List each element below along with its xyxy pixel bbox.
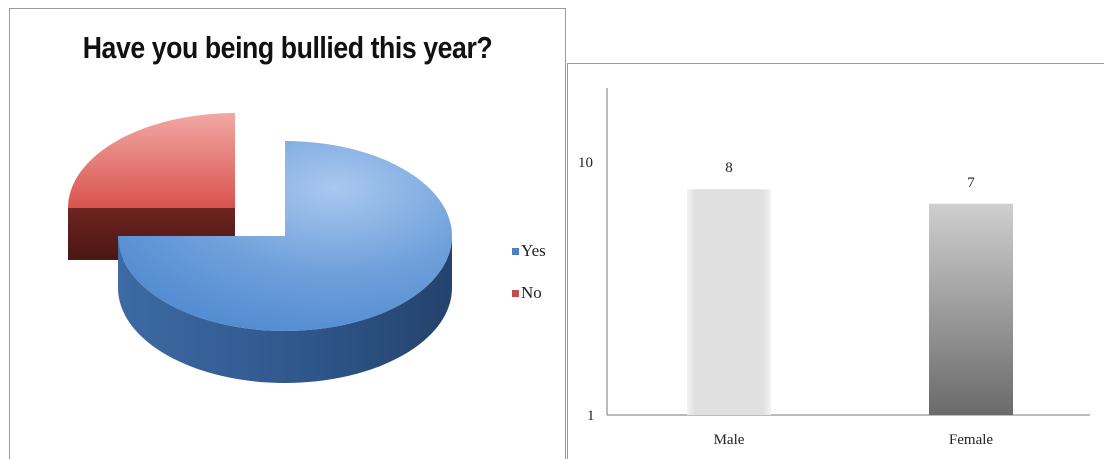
legend-swatch-yes <box>512 248 519 255</box>
legend-swatch-no <box>512 290 519 297</box>
bar-data-label-male: 8 <box>725 160 733 176</box>
legend-label-no: No <box>521 283 542 302</box>
pie-chart-title: Have you being bullied this year? <box>82 30 493 65</box>
bar-female <box>929 203 1013 415</box>
bar-data-label-female: 7 <box>967 175 975 191</box>
bar-male <box>687 189 771 415</box>
bar-chart-panel <box>567 63 1104 459</box>
legend-label-yes: Yes <box>521 241 546 260</box>
y-tick-10: 10 <box>578 155 593 171</box>
pie-slice-yes <box>118 141 452 383</box>
y-tick-1: 1 <box>587 408 595 424</box>
pie-chart-panel <box>9 8 566 459</box>
x-tick-female: Female <box>948 432 994 448</box>
x-tick-male: Male <box>713 432 745 448</box>
